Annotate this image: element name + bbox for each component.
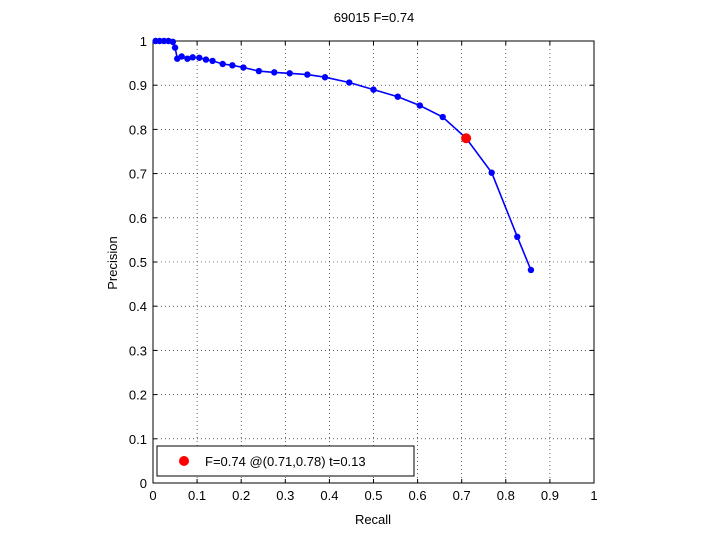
y-tick-label: 0.2	[129, 388, 147, 403]
y-tick-label: 0.3	[129, 343, 147, 358]
x-tick-label: 0.2	[232, 488, 250, 503]
x-axis-label: Recall	[355, 512, 391, 527]
data-point	[184, 55, 191, 62]
data-point	[321, 74, 329, 81]
x-tick-label: 0.3	[276, 488, 294, 503]
data-point	[240, 64, 247, 71]
data-point	[271, 69, 278, 76]
y-tick-label: 0.9	[129, 78, 147, 93]
data-point	[196, 54, 203, 61]
data-point	[189, 54, 196, 61]
legend-label: F=0.74 @(0.71,0.78) t=0.13	[205, 454, 366, 469]
data-point	[219, 60, 226, 68]
y-tick-label: 0.8	[129, 122, 147, 137]
x-tick-label: 0.4	[320, 488, 338, 503]
grid-lines	[153, 41, 594, 483]
data-point	[488, 169, 495, 176]
data-point	[178, 53, 185, 60]
data-point	[209, 57, 216, 65]
x-tick-label: 0.8	[497, 488, 515, 503]
data-point	[286, 70, 293, 77]
data-point	[346, 79, 353, 86]
data-point	[169, 38, 177, 46]
x-tick-label: 0.6	[409, 488, 427, 503]
y-tick-label: 0	[140, 476, 147, 491]
data-point	[304, 71, 311, 78]
x-tick-label: 0.9	[541, 488, 559, 503]
data-point	[171, 44, 179, 51]
legend: F=0.74 @(0.71,0.78) t=0.13	[156, 445, 415, 477]
y-tick-label: 0.4	[129, 299, 147, 314]
data-point	[160, 37, 168, 45]
x-tick-label: 0	[149, 488, 156, 503]
y-tick-label: 0.5	[129, 255, 147, 270]
y-axis-label: Precision	[105, 236, 120, 289]
axis-ticks: 0 0.1 0.2 0.3 0.4 0.5 0.6 0.7 0.8 0.9 1 0 0.1 0.2 0.3 0…	[129, 34, 598, 503]
series-group	[152, 37, 535, 274]
data-point	[514, 233, 521, 241]
legend-box	[156, 445, 415, 477]
x-tick-label: 1	[590, 488, 597, 503]
data-point	[527, 266, 535, 274]
data-point	[416, 102, 424, 109]
x-tick-label: 0.7	[453, 488, 471, 503]
data-point	[202, 56, 210, 63]
y-tick-label: 0.6	[129, 211, 147, 226]
legend-marker	[179, 456, 189, 466]
data-point	[156, 37, 163, 45]
data-point	[255, 67, 263, 75]
data-point	[439, 113, 446, 121]
best-f-point	[461, 133, 472, 144]
y-tick-label: 1	[140, 34, 147, 49]
data-point	[229, 62, 236, 69]
y-tick-label: 0.1	[129, 432, 147, 447]
data-point	[370, 86, 377, 93]
chart-title: 69015 F=0.74	[334, 10, 415, 25]
data-point	[394, 93, 401, 100]
x-tick-label: 0.5	[364, 488, 382, 503]
y-tick-label: 0.7	[129, 167, 147, 182]
x-tick-label: 0.1	[188, 488, 206, 503]
